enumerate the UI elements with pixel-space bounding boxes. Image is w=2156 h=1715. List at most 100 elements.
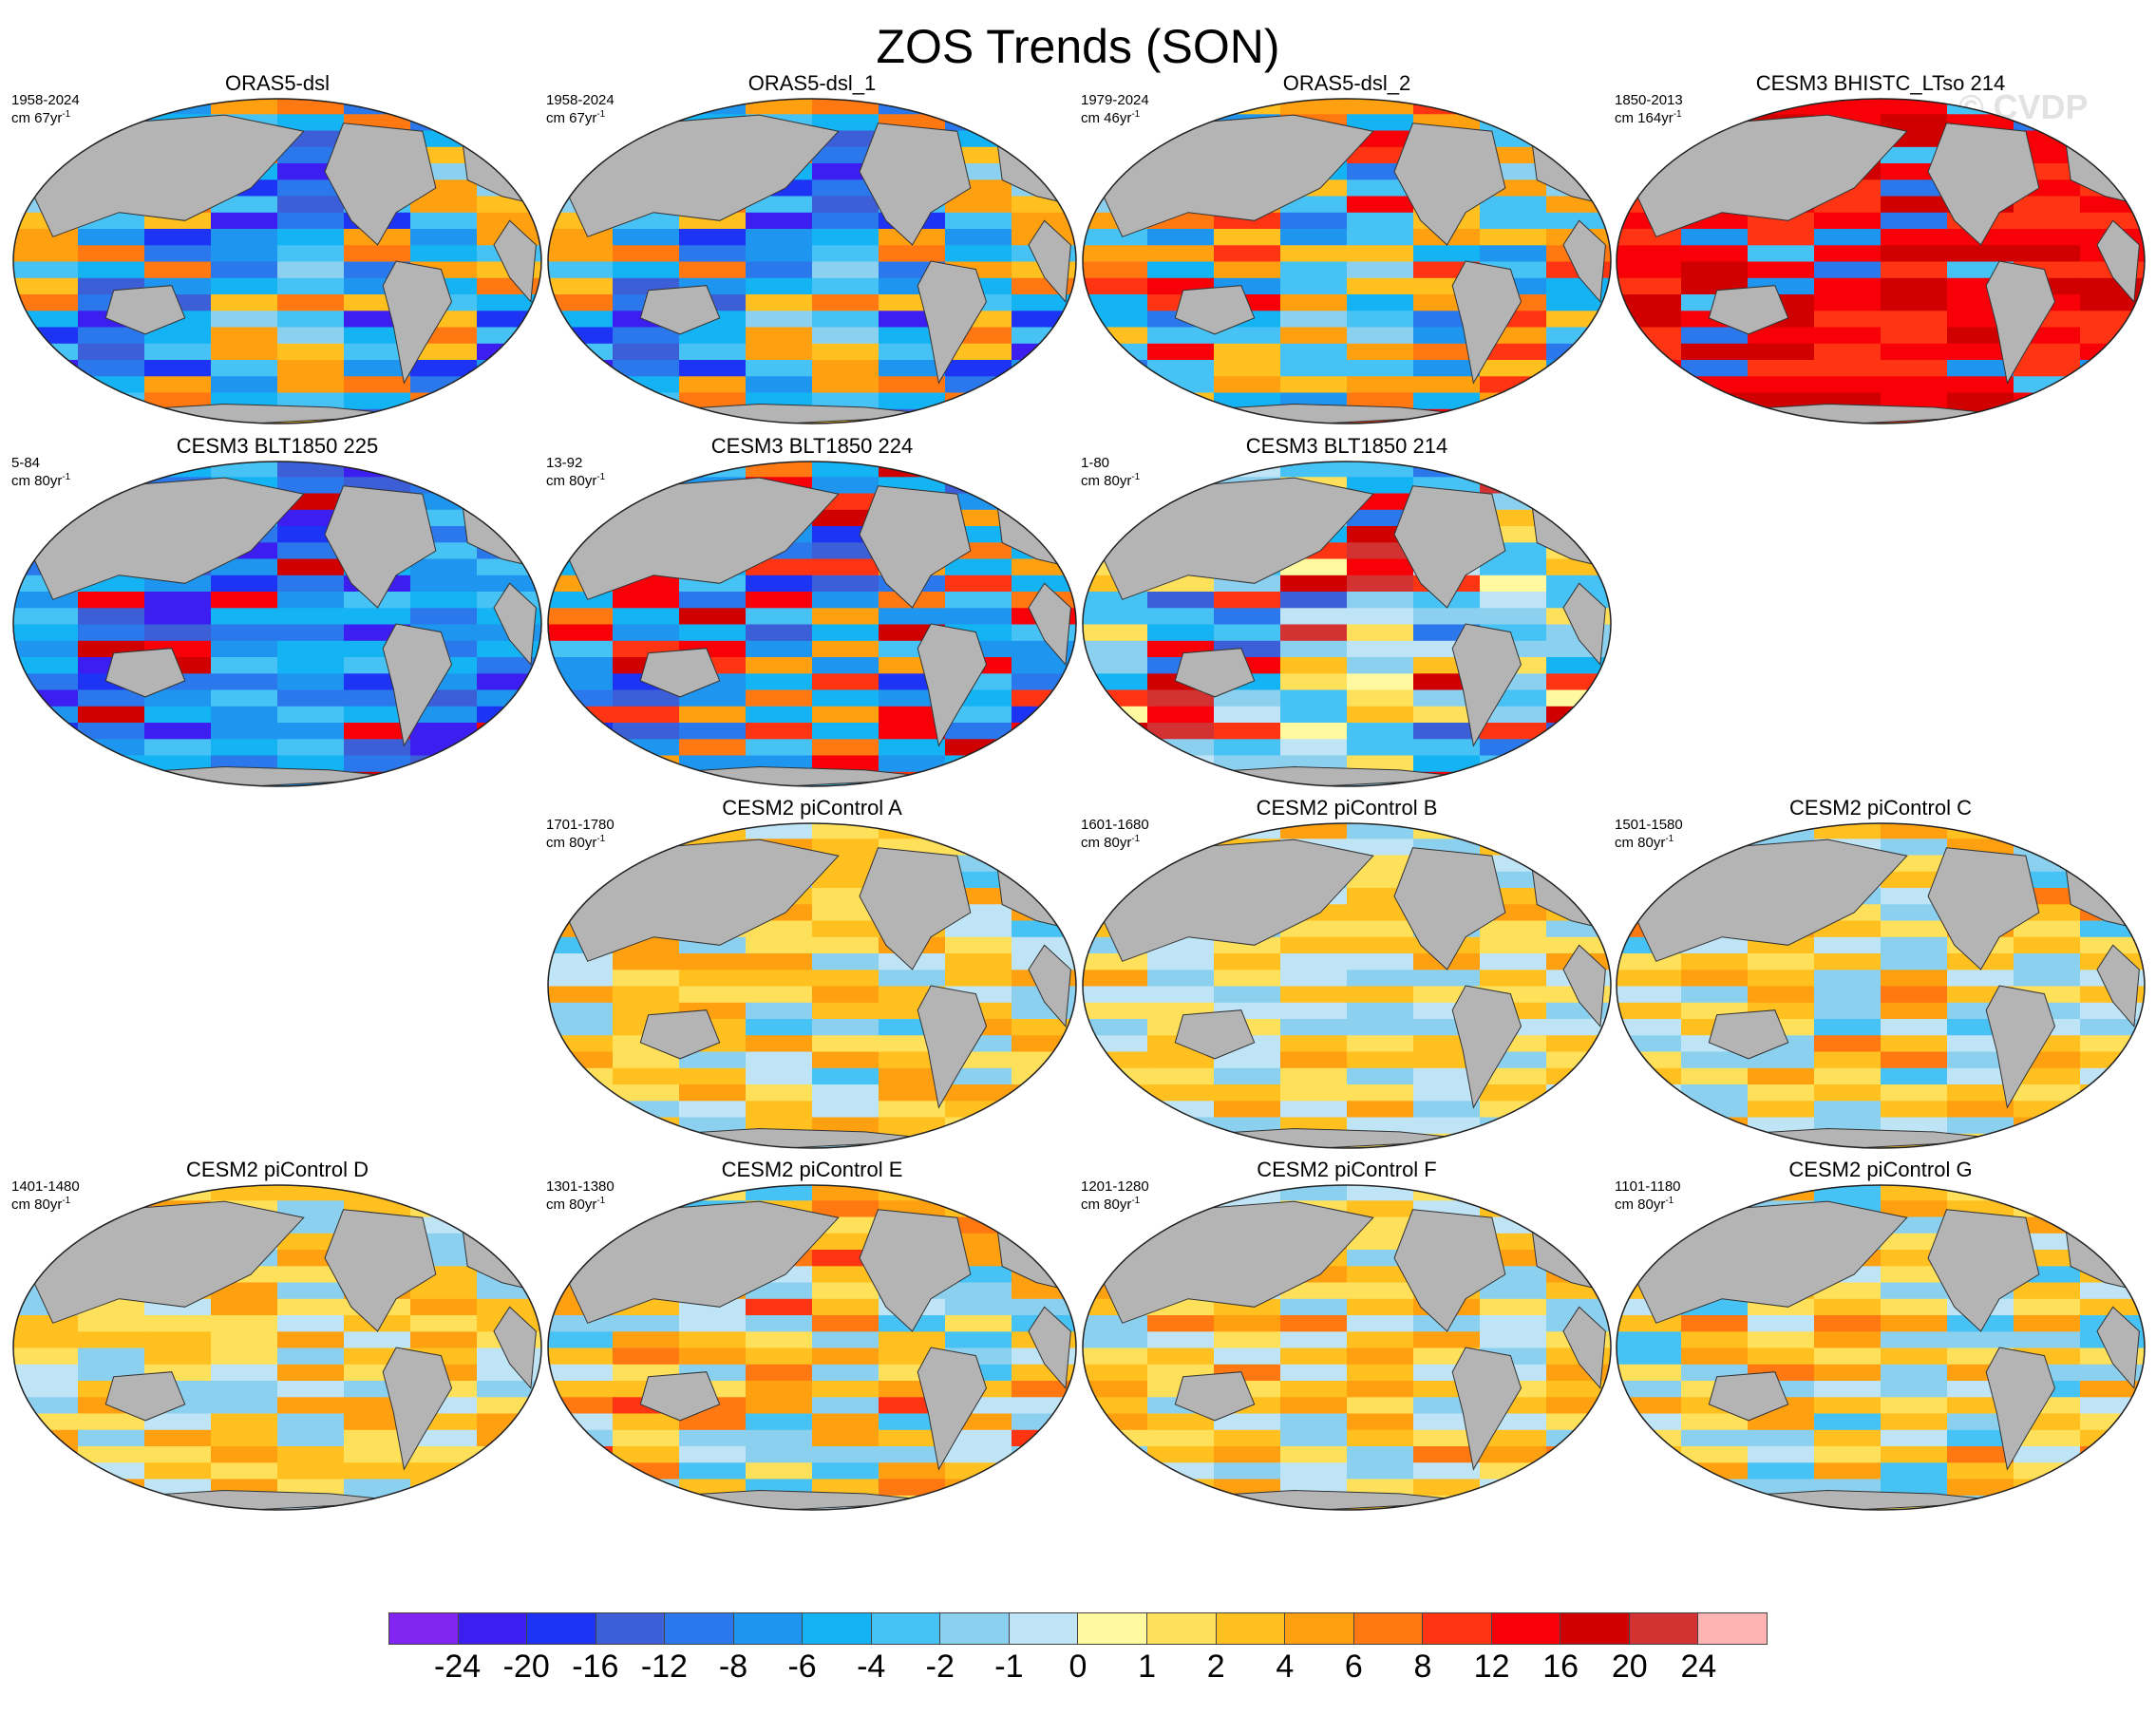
ocean-cell <box>812 1429 879 1448</box>
ocean-cell <box>78 1462 145 1480</box>
map-outline <box>547 822 1077 1149</box>
ocean-cell <box>144 608 212 626</box>
panel-units: cm 80yr-1 <box>1615 1196 1674 1213</box>
ocean-cell <box>746 462 813 479</box>
ocean-cell <box>548 261 614 279</box>
ocean-cell <box>812 739 879 757</box>
eurasia-land <box>26 477 305 600</box>
ocean-cell <box>812 920 879 938</box>
ocean-cell <box>812 1233 879 1252</box>
ocean-cell <box>1681 261 1749 279</box>
ocean-cell <box>1947 99 2014 116</box>
ocean-cell <box>879 1479 946 1497</box>
ocean-cell <box>1280 212 1348 231</box>
map-outline <box>1082 1184 1612 1511</box>
north-america-land <box>1393 485 1506 609</box>
ocean-cell <box>812 1479 879 1497</box>
ocean-cell <box>1214 1315 1281 1333</box>
ocean-cell <box>1748 1348 1815 1366</box>
ocean-cell <box>679 343 747 362</box>
ocean-cell <box>1012 99 1076 116</box>
ocean-cell <box>679 1446 747 1464</box>
ocean-cell <box>613 1331 680 1349</box>
ocean-cell <box>812 1019 879 1037</box>
ocean-cell <box>548 311 614 329</box>
ocean-cell <box>1881 823 1948 840</box>
ocean-cell <box>548 294 614 312</box>
ocean-cell <box>1748 1446 1815 1464</box>
ocean-cell <box>679 1315 747 1333</box>
ocean-cell <box>13 723 79 741</box>
ocean-cell <box>1546 1051 1611 1069</box>
ocean-cell <box>144 245 212 263</box>
ocean-cell <box>548 855 614 873</box>
ocean-cell <box>13 376 79 394</box>
ocean-cell <box>1681 1429 1749 1448</box>
ocean-cell <box>1814 1019 1882 1037</box>
colorbar-label: 16 <box>1542 1649 1579 1685</box>
ocean-cell <box>78 1348 145 1366</box>
ocean-cell <box>746 1002 813 1021</box>
panel-units: cm 80yr-1 <box>1081 1196 1140 1213</box>
ocean-cell <box>13 1185 79 1202</box>
africa-land <box>1028 219 1071 304</box>
ocean-cell <box>1012 739 1076 757</box>
colorbar-box <box>803 1613 872 1644</box>
ocean-cell <box>1881 1429 1948 1448</box>
ocean-cell <box>277 376 345 394</box>
ocean-cell <box>1083 1101 1148 1119</box>
ocean-cell <box>1881 146 1948 165</box>
ocean-cell <box>1147 1348 1215 1366</box>
ocean-cell <box>1814 1298 1882 1317</box>
ocean-cell <box>812 1266 879 1284</box>
ocean-cell <box>211 673 278 691</box>
ocean-cell <box>13 130 79 148</box>
ocean-cell <box>2014 360 2081 378</box>
colorbar-box <box>733 1613 804 1644</box>
ocean-cell <box>1413 392 1481 410</box>
ocean-cell <box>812 823 879 840</box>
ocean-cell <box>812 392 879 410</box>
panel-period: 1701-1780 <box>546 817 615 833</box>
ocean-cell <box>344 1479 411 1497</box>
ocean-cell <box>812 229 879 247</box>
ocean-cell <box>344 245 411 263</box>
ocean-cell <box>78 1479 145 1497</box>
panel-title: ORAS5-dsl_2 <box>1282 71 1411 95</box>
ocean-cell <box>1012 1185 1076 1202</box>
ocean-cell <box>211 1282 278 1300</box>
ocean-cell <box>1814 970 1882 988</box>
ocean-cell <box>1748 1084 1815 1102</box>
eurasia-land <box>26 1200 305 1324</box>
ocean-cell <box>1546 1067 1611 1086</box>
ocean-cell <box>1881 1479 1948 1497</box>
ocean-cell <box>477 1429 541 1448</box>
ocean-cell <box>1280 689 1348 707</box>
ocean-cell <box>2014 953 2081 971</box>
colorbar-label: -1 <box>994 1649 1024 1685</box>
ocean-cell <box>344 723 411 741</box>
ocean-cell <box>1280 360 1348 378</box>
ocean-cell <box>1083 855 1148 873</box>
ocean-cell <box>410 376 478 394</box>
map-outline <box>547 98 1077 424</box>
ocean-cell <box>1214 1413 1281 1431</box>
ocean-cell <box>1748 327 1815 345</box>
panel-title: CESM3 BLT1850 214 <box>1245 434 1448 458</box>
ocean-cell <box>879 1462 946 1480</box>
ocean-cell <box>1881 970 1948 988</box>
ocean-cell <box>1881 179 1948 198</box>
ocean-cell <box>1280 277 1348 296</box>
ocean-cell <box>1881 327 1948 345</box>
ocean-cell <box>78 723 145 741</box>
ocean-cell <box>410 477 478 495</box>
ocean-cell <box>548 823 614 840</box>
ocean-cell <box>1214 953 1281 971</box>
robinson-map <box>547 98 1077 424</box>
ocean-cell <box>1947 1101 2014 1119</box>
ocean-cell <box>613 1067 680 1086</box>
ocean-cell <box>277 1479 345 1497</box>
ocean-cell <box>1480 823 1547 840</box>
ocean-cell <box>1480 920 1547 938</box>
ocean-cell <box>277 462 345 479</box>
